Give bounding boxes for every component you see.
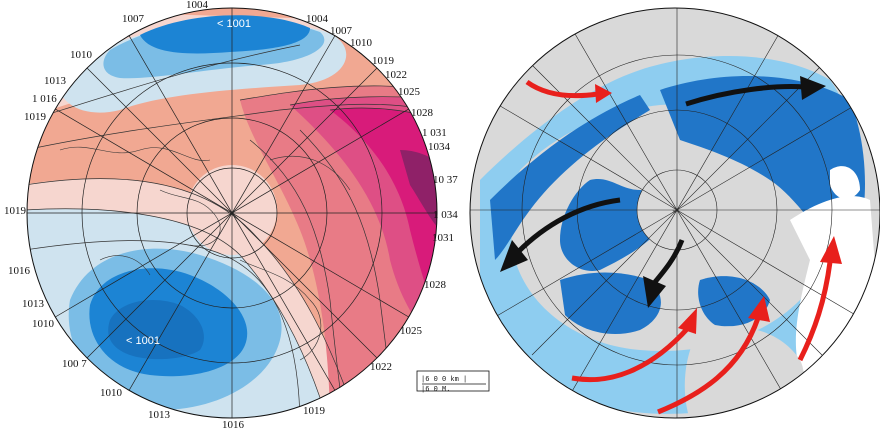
south-low-label: < 1001 <box>126 335 160 347</box>
warm-current-head-e <box>820 236 842 264</box>
cold-current-arrow-ne <box>685 84 806 107</box>
cold-current-head-ne <box>800 76 826 100</box>
warm-current-arrow-nw <box>525 79 599 99</box>
arctic-map: × <box>469 7 880 419</box>
isobar-label: 1004 <box>306 13 329 25</box>
isobar-label: 1013 <box>44 75 67 87</box>
isobar-label: 1022 <box>370 361 392 373</box>
warm-current-arrow-s2 <box>657 317 761 415</box>
isobar-label: 1016 <box>8 265 31 277</box>
north-low-label: < 1001 <box>217 18 251 30</box>
warm-current-arrow-s1 <box>571 326 690 383</box>
isobar-label: 1013 <box>22 298 45 310</box>
isobar-label: 1031 <box>432 232 454 244</box>
isobar-label: 1019 <box>24 111 47 123</box>
isobar-label: 1019 <box>4 205 27 217</box>
isobar-label: 1 034 <box>433 209 458 221</box>
isobar-label: 1007 <box>330 25 353 37</box>
warm-current-head-nw <box>595 84 612 103</box>
isobar-label: 1025 <box>400 325 423 337</box>
isobar-label: 1019 <box>372 55 395 67</box>
isobar-label: 1025 <box>398 86 421 98</box>
arctic-surface: × <box>470 8 880 418</box>
scale-km: |6 0 0 km | <box>421 376 467 384</box>
isobar-label: 1007 <box>122 13 145 25</box>
warm-current-head-s1 <box>678 308 697 334</box>
isobar-label: 10 37 <box>433 174 458 186</box>
warm-current-arrow-e <box>797 261 833 362</box>
isobar-label: 1010 <box>32 318 55 330</box>
isobar-label: 1028 <box>411 107 434 119</box>
cold-current-arrow-w <box>516 197 621 254</box>
isobar-label: 1034 <box>428 141 451 153</box>
isobar-label: 1010 <box>350 37 373 49</box>
cold-current-head-s <box>643 276 666 308</box>
isobar-label: 1 031 <box>422 127 447 139</box>
isobar-label: 1028 <box>424 279 447 291</box>
isobar-label: 1022 <box>385 69 407 81</box>
warm-current-head-s2 <box>748 296 770 322</box>
scale-bar: |6 0 0 km | |6 0 M. <box>416 370 490 394</box>
cold-current-head-w <box>500 240 528 272</box>
isobar-label: 1016 <box>222 419 245 429</box>
svg-text:×: × <box>672 209 676 216</box>
isobar-label: 100 7 <box>62 358 87 370</box>
isobar-label: 1004 <box>186 0 209 11</box>
isobar-label: 1 016 <box>32 93 57 105</box>
cold-current-arrow-s <box>653 239 685 284</box>
isobar-label: 1013 <box>148 409 171 421</box>
isobar-label: 1010 <box>70 49 93 61</box>
isobar-label: 1019 <box>303 405 326 417</box>
current-arrows <box>500 76 842 415</box>
scale-mi: |6 0 M. <box>421 386 450 394</box>
isobar-label: 1010 <box>100 387 123 399</box>
